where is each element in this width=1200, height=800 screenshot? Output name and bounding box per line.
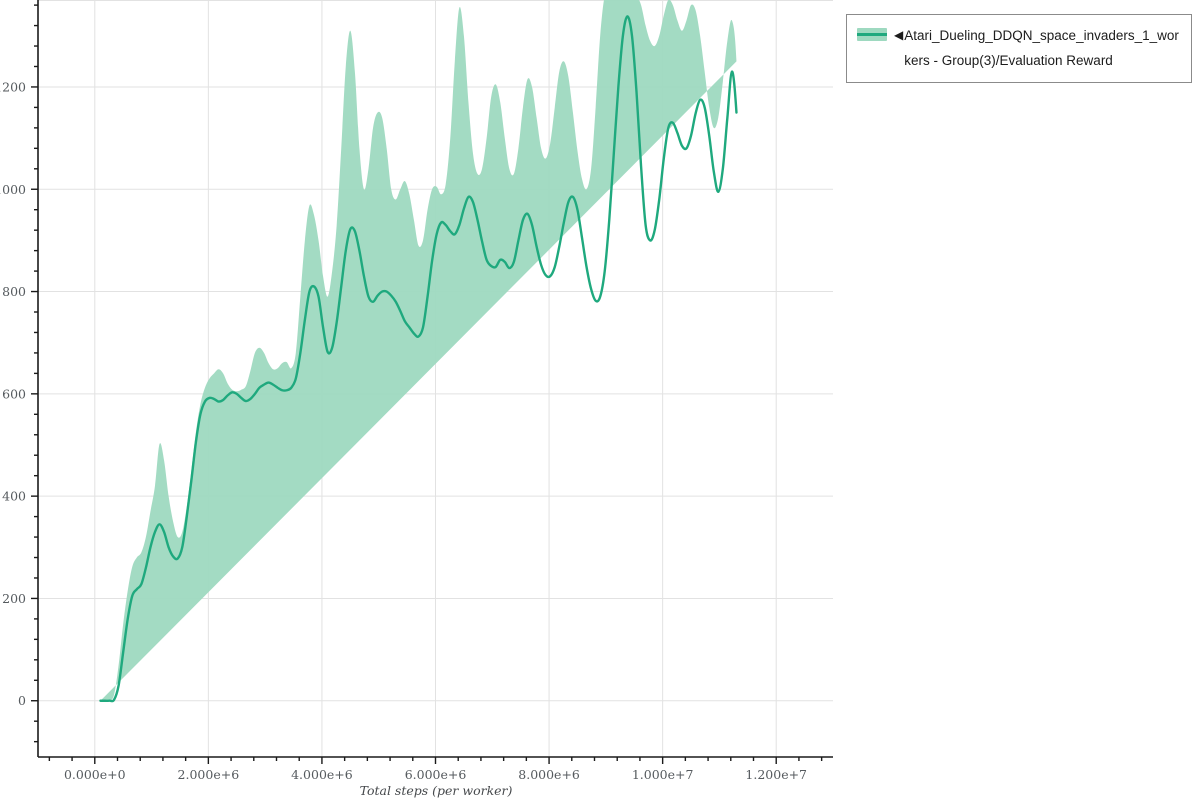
legend-color-swatch-icon — [857, 28, 887, 41]
y-tick-label: 0 — [18, 693, 26, 708]
x-tick-label: 1.200e+7 — [745, 767, 807, 782]
y-tick-label: 200 — [2, 591, 26, 606]
x-tick-label: 0.000e+0 — [64, 767, 126, 782]
confidence-band — [100, 0, 737, 702]
y-tick-label: 400 — [2, 489, 26, 504]
x-tick-label: 6.000e+6 — [405, 767, 467, 782]
legend-series-label: Atari_Dueling_DDQN_space_invaders_1_work… — [904, 28, 1179, 68]
legend-item[interactable]: ◀ Atari_Dueling_DDQN_space_invaders_1_wo… — [857, 23, 1181, 73]
x-tick-label: 8.000e+6 — [518, 767, 580, 782]
x-axis-title: Total steps (per worker) — [360, 783, 513, 798]
x-axis-tick-labels: 0.000e+0 2.000e+6 4.000e+6 6.000e+6 8.000e+6… — [64, 767, 807, 782]
chart-legend[interactable]: ◀ Atari_Dueling_DDQN_space_invaders_1_wo… — [846, 14, 1192, 83]
x-tick-label: 2.000e+6 — [178, 767, 240, 782]
y-tick-label: 600 — [2, 386, 26, 401]
y-tick-label: 800 — [2, 284, 26, 299]
y-axis-tick-labels: 0 200 400 600 800 1000 1200 — [0, 79, 26, 708]
y-axis-ticks — [31, 4, 38, 743]
mean-line — [99, 15, 738, 703]
y-tick-label: 1200 — [0, 79, 26, 94]
x-tick-label: 4.000e+6 — [291, 767, 353, 782]
x-axis-ticks — [48, 757, 823, 764]
x-tick-label: 1.000e+7 — [632, 767, 694, 782]
legend-collapse-arrow-icon[interactable]: ◀ — [894, 28, 904, 42]
y-tick-label: 1000 — [0, 182, 26, 197]
